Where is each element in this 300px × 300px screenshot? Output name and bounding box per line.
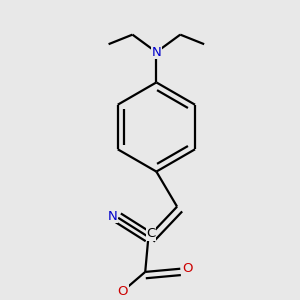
Text: O: O <box>182 262 193 275</box>
Text: N: N <box>107 210 117 223</box>
Text: C: C <box>146 227 156 240</box>
Text: N: N <box>152 46 161 59</box>
Text: O: O <box>118 284 128 298</box>
